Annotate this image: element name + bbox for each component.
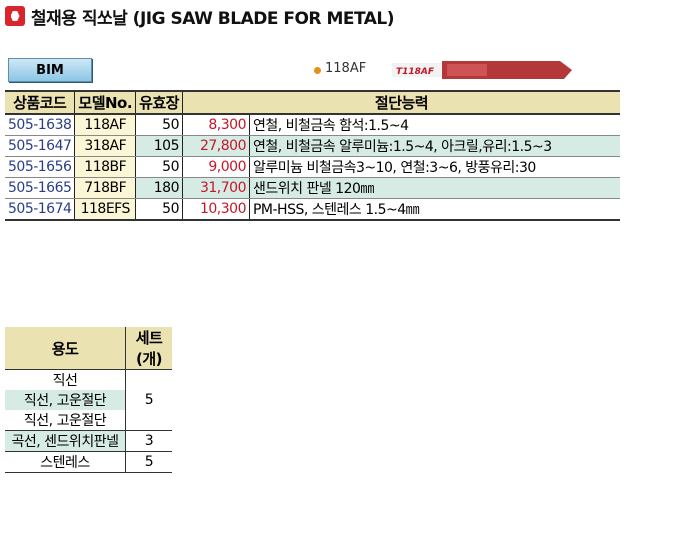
table-row: 505-1665 718BF 180 31,700 샌드위치 판넬 120㎜: [5, 177, 620, 199]
cell-price: 31,700: [181, 177, 250, 199]
cell-count: 50: [135, 156, 183, 178]
blade-label: T118AF: [396, 67, 435, 77]
cell-price: 9,000: [181, 156, 250, 178]
set-count: 3: [125, 430, 172, 452]
cell-model: 718BF: [74, 177, 136, 199]
logo-icon: [5, 6, 25, 26]
cell-count: 50: [135, 198, 183, 221]
title-text: 철재용 직쏘날 (JIG SAW BLADE FOR METAL): [31, 8, 395, 29]
product-table: 상품코드 모델No. 유효장 절단능력 505-1638 118AF 50 8,300…: [5, 90, 620, 221]
cell-desc: 연철, 비철금속 함석:1.5~4: [248, 114, 620, 136]
cell-price: 27,800: [181, 135, 250, 157]
use-cell: 직선, 고운절단: [5, 390, 126, 410]
cell-desc: PM-HSS, 스텐레스 1.5~4㎜: [248, 198, 620, 221]
cell-model: 318AF: [74, 135, 136, 157]
cell-desc: 연철, 비철금속 알루미늄:1.5~4, 아크릴,유리:1.5~3: [248, 135, 620, 157]
set-table: 용도 세트(개) 직선 5 직선, 고운절단 직선, 고운절단 곡선, 센드위치판넬…: [5, 327, 172, 473]
cell-model: 118BF: [74, 156, 136, 178]
cell-price: 8,300: [181, 114, 250, 136]
cell-code: 505-1674: [5, 198, 75, 221]
header-capacity: 절단능력: [181, 90, 620, 115]
cell-model: 118AF: [74, 114, 136, 136]
table-row: 505-1674 118EFS 50 10,300 PM-HSS, 스텐레스 1.5~4…: [5, 198, 620, 221]
table-row: 505-1638 118AF 50 8,300 연철, 비철금속 함석:1.5~4: [5, 114, 620, 136]
bim-button[interactable]: BIM: [8, 58, 92, 82]
header-set: 세트(개): [125, 327, 172, 370]
page-title: 철재용 직쏘날 (JIG SAW BLADE FOR METAL): [5, 2, 395, 30]
cell-price: 10,300: [181, 198, 250, 221]
cell-code: 505-1647: [5, 135, 75, 157]
bullet-icon: [314, 67, 321, 74]
header-code: 상품코드: [5, 90, 75, 115]
use-cell: 곡선, 센드위치판넬: [5, 430, 126, 452]
table-row: 505-1656 118BF 50 9,000 알루미늄 비철금속3~10, 연철:3~…: [5, 156, 620, 178]
cell-desc: 알루미늄 비철금속3~10, 연철:3~6, 방풍유리:30: [248, 156, 620, 178]
cell-code: 505-1656: [5, 156, 75, 178]
blade-image: T118AF: [392, 61, 572, 79]
header-model: 모델No.: [74, 90, 136, 115]
header-length: 유효장: [135, 90, 183, 115]
cell-desc: 샌드위치 판넬 120㎜: [248, 177, 620, 199]
header-use: 용도: [5, 327, 126, 370]
cell-code: 505-1665: [5, 177, 75, 199]
cell-model: 118EFS: [74, 198, 136, 221]
cell-count: 180: [135, 177, 183, 199]
use-cell: 직선: [52, 373, 78, 389]
featured-model-label: 118AF: [325, 61, 367, 76]
set-count: 5: [125, 369, 172, 431]
use-cell: 스텐레스: [5, 451, 126, 473]
table-row: 505-1647 318AF 105 27,800 연철, 비철금속 알루미늄:1.5~…: [5, 135, 620, 157]
cell-code: 505-1638: [5, 114, 75, 136]
cell-count: 50: [135, 114, 183, 136]
set-count: 5: [125, 451, 172, 473]
cell-count: 105: [135, 135, 183, 157]
use-cell: 직선, 고운절단: [5, 410, 126, 431]
